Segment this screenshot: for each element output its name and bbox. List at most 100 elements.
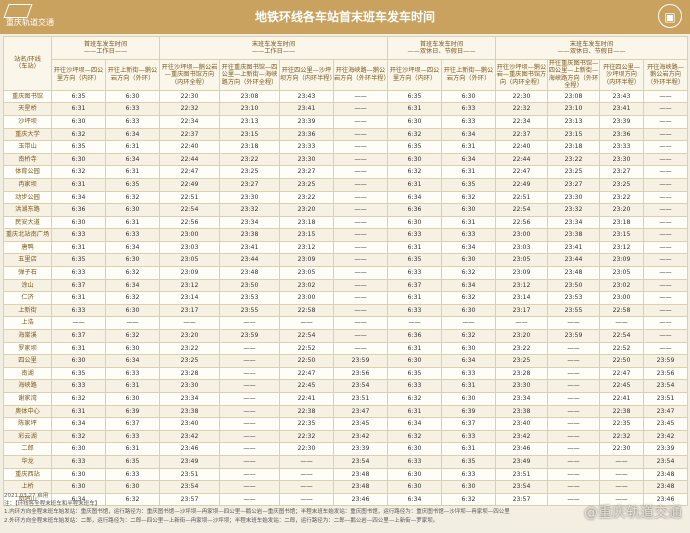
station-name: 天星桥 <box>3 102 52 116</box>
time-cell: 6:36 <box>387 329 442 343</box>
time-cell: 23:30 <box>547 190 600 205</box>
time-cell: 6:34 <box>441 278 496 293</box>
station-name: 奥体中心 <box>3 404 52 419</box>
time-cell: 23:25 <box>219 165 280 179</box>
time-cell: 6:39 <box>441 404 496 419</box>
time-cell: 6:33 <box>387 303 442 318</box>
time-cell: 6:31 <box>105 165 160 179</box>
time-cell: 23:59 <box>643 354 688 368</box>
time-cell: 6:30 <box>105 480 160 494</box>
time-cell: 23:30 <box>219 190 280 205</box>
time-cell: 6:32 <box>387 429 442 444</box>
time-cell: 22:30 <box>159 89 220 104</box>
time-cell: 23:34 <box>495 392 548 406</box>
time-cell: 6:33 <box>105 467 160 482</box>
time-cell: 6:32 <box>51 127 106 142</box>
time-cell: —— <box>333 102 388 116</box>
time-cell: —— <box>643 190 688 205</box>
time-cell: 23:42 <box>495 429 548 444</box>
time-cell: 6:32 <box>441 291 496 305</box>
time-cell: 6:32 <box>105 266 160 280</box>
time-cell: 22:50 <box>599 354 644 368</box>
time-cell: 23:25 <box>279 177 334 192</box>
table-row: 上浩 —— —— —— —— —— —— —— —— —— —— —— —— <box>3 316 688 331</box>
time-cell: —— <box>643 228 688 242</box>
time-cell: 23:25 <box>599 177 644 192</box>
time-cell: 22:32 <box>279 429 334 444</box>
time-cell: 6:30 <box>51 215 106 230</box>
time-cell: 23:36 <box>599 127 644 142</box>
direction-header: 开往海峡路—鹅公岩方向（外环半程） <box>643 59 688 91</box>
time-cell: 22:47 <box>495 165 548 179</box>
station-name: 重庆大学 <box>3 127 52 142</box>
time-cell: 6:30 <box>387 152 442 167</box>
time-cell: —— <box>333 177 388 192</box>
station-name: 谢家湾 <box>3 392 52 406</box>
time-cell: 22:40 <box>159 140 220 154</box>
time-cell: 6:30 <box>441 253 496 268</box>
time-cell: 23:02 <box>599 278 644 293</box>
time-cell: —— <box>279 316 334 331</box>
time-cell: 23:55 <box>219 303 280 318</box>
station-name: 四公里 <box>3 354 52 368</box>
time-cell: —— <box>51 316 106 331</box>
time-cell: 6:30 <box>387 480 442 494</box>
time-cell: 22:47 <box>599 366 644 381</box>
time-cell: 23:08 <box>219 89 280 104</box>
time-cell: 6:35 <box>387 89 442 104</box>
time-cell: 23:32 <box>547 203 600 217</box>
direction-header: 开往四公里—沙坪坝方向（内环半程） <box>599 59 644 91</box>
time-cell: 22:38 <box>279 404 334 419</box>
table-row: 民安大道 6:30 6:31 22:56 23:34 23:18 —— 6:30 6:31 22:… <box>3 215 688 230</box>
time-cell: 6:30 <box>51 114 106 129</box>
time-cell: —— <box>547 354 600 368</box>
time-cell: 6:35 <box>441 177 496 192</box>
time-cell: 6:35 <box>51 89 106 104</box>
time-cell: 23:49 <box>495 454 548 469</box>
footnote: 1.内环方向全程末班车始发站：重庆图书馆，运行路径为：重庆图书馆—沙坪坝—冉家坝… <box>4 509 510 516</box>
time-cell: 23:44 <box>547 253 600 268</box>
time-cell: 22:58 <box>279 303 334 318</box>
time-cell: 23:20 <box>599 203 644 217</box>
time-cell: 23:50 <box>547 278 600 293</box>
time-cell: —— <box>643 278 688 293</box>
time-cell: 23:12 <box>159 278 220 293</box>
time-cell: 22:40 <box>495 140 548 154</box>
time-cell: —— <box>219 429 280 444</box>
time-cell: 6:32 <box>105 329 160 343</box>
time-cell: 23:30 <box>495 379 548 393</box>
time-cell: —— <box>441 316 496 331</box>
time-cell: —— <box>643 114 688 129</box>
time-cell: 23:49 <box>159 454 220 469</box>
time-cell: 23:09 <box>599 253 644 268</box>
time-cell: 23:00 <box>159 228 220 242</box>
table-row: 洪湖东路 6:36 6:30 22:54 23:32 23:20 —— 6:36 6:30 22:… <box>3 203 688 217</box>
time-cell: —— <box>219 366 280 381</box>
time-cell: —— <box>643 177 688 192</box>
time-cell: 6:33 <box>441 467 496 482</box>
time-cell: 6:37 <box>441 417 496 431</box>
time-cell: 23:42 <box>333 429 388 444</box>
station-name: 动步公园 <box>3 190 52 205</box>
time-cell: 23:48 <box>547 266 600 280</box>
time-cell: 23:56 <box>643 366 688 381</box>
timetable-body: 重庆图书馆 6:35 6:30 22:30 23:08 23:43 —— 6:35 6:30 22… <box>3 89 688 507</box>
station-name: 仁济 <box>3 291 52 305</box>
time-cell: 6:31 <box>387 404 442 419</box>
time-cell: 6:32 <box>51 392 106 406</box>
time-cell: 6:34 <box>441 240 496 255</box>
station-name: 玉带山 <box>3 140 52 154</box>
time-cell: 23:30 <box>279 152 334 167</box>
time-cell: 23:12 <box>599 240 644 255</box>
time-cell: 6:35 <box>441 454 496 469</box>
time-cell: 23:57 <box>159 492 220 507</box>
time-cell: 22:45 <box>279 379 334 393</box>
group-header-weekday-last: 末班车发车时间 ——工作日—— <box>159 36 388 60</box>
time-cell: —— <box>643 102 688 116</box>
table-row: 陈家坪 6:34 6:37 23:40 —— 22:35 23:45 6:34 6:37 23:4… <box>3 417 688 431</box>
time-cell: 23:54 <box>643 379 688 393</box>
page-title: 地铁环线各车站首末班车发车时间 <box>254 10 435 24</box>
time-cell: —— <box>547 341 600 356</box>
time-cell: —— <box>643 291 688 305</box>
